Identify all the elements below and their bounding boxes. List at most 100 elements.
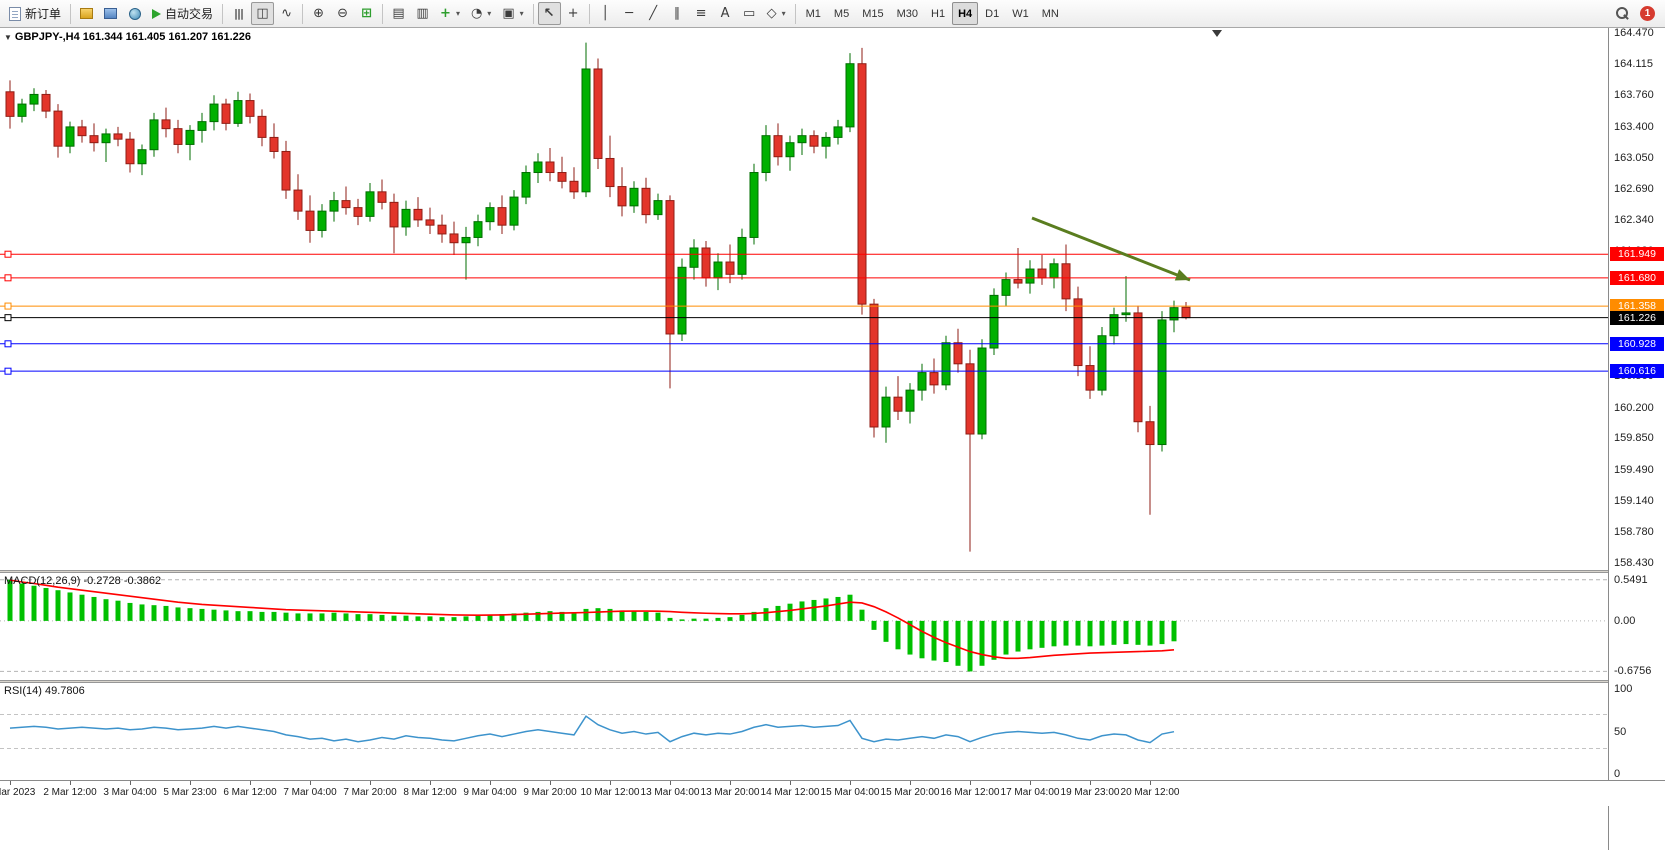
- time-axis-label: 13 Mar 20:00: [700, 787, 760, 798]
- vertical-line-tool-button[interactable]: │: [594, 2, 617, 25]
- toolbar-separator: [302, 3, 304, 24]
- fibonacci-tool-button[interactable]: ≡: [690, 2, 713, 25]
- time-axis-tick: [10, 781, 11, 785]
- line-anchor[interactable]: [4, 250, 12, 258]
- time-axis-label: 15 Mar 20:00: [880, 787, 940, 798]
- price-axis-label: 164.470: [1614, 27, 1654, 39]
- trend-arrow[interactable]: [1031, 216, 1191, 282]
- search-icon: [1615, 6, 1630, 21]
- time-axis-tick: [1030, 781, 1031, 785]
- price-axis-label: 162.690: [1614, 183, 1654, 196]
- time-axis-label: 8 Mar 12:00: [403, 787, 457, 798]
- pane-splitter[interactable]: [0, 680, 1665, 683]
- pane-splitter[interactable]: [0, 570, 1665, 573]
- timeframe-button-W1[interactable]: W1: [1012, 7, 1029, 20]
- new-order-button[interactable]: 新订单: [4, 2, 66, 25]
- line-anchor[interactable]: [4, 340, 12, 348]
- label-tool-button[interactable]: ▭: [738, 2, 761, 25]
- rsi-axis-label: 0: [1614, 768, 1621, 780]
- dropdown-arrow-icon: ▾: [487, 9, 492, 18]
- toolbar-separator: [532, 3, 534, 24]
- price-chart-pane[interactable]: ▼ GBPJPY-,H4 161.344 161.405 161.207 161.…: [0, 28, 1608, 570]
- trendline-tool-button[interactable]: ╱: [642, 2, 665, 25]
- price-axis[interactable]: 161.949 161.680 161.358 161.226 160.928 160.6…: [1608, 27, 1665, 850]
- zoom-in-icon: ⊕: [313, 6, 324, 21]
- timeframe-button-H4[interactable]: H4: [952, 2, 979, 25]
- line-anchor[interactable]: [4, 302, 12, 310]
- toolbar: 新订单 自动交易 ||| ◫ ∿ ⊕ ⊖ ⊞ ▤ ▥ + ▾ ◔ ▾ ▣ ▾ ↖…: [0, 0, 1665, 28]
- chart-window: ▼ GBPJPY-,H4 161.344 161.405 161.207 161.…: [0, 27, 1665, 850]
- chart-shift-marker[interactable]: [1212, 30, 1222, 37]
- rsi-axis-label: 100: [1614, 683, 1633, 695]
- rsi-label: RSI(14) 49.7806: [4, 685, 85, 697]
- cascade-windows-icon: ▤: [392, 6, 405, 21]
- time-axis-label: 9 Mar 20:00: [523, 787, 577, 798]
- macd-pane[interactable]: MACD(12,26,9) -0.2728 -0.3862: [0, 573, 1608, 680]
- channel-icon: ∥: [673, 6, 681, 21]
- price-axis-label: 164.115: [1614, 58, 1653, 71]
- notification-badge[interactable]: 1: [1640, 6, 1655, 21]
- time-axis-label: 14 Mar 12:00: [760, 787, 820, 798]
- line-anchor[interactable]: [4, 367, 12, 375]
- time-axis-label: 15 Mar 04:00: [820, 787, 880, 798]
- market-watch-icon: [104, 8, 118, 19]
- time-axis-label: 6 Mar 12:00: [223, 787, 277, 798]
- line-chart-type-button[interactable]: ∿: [275, 2, 298, 25]
- price-tag: 160.616: [1610, 364, 1664, 379]
- line-anchor[interactable]: [4, 314, 12, 322]
- macd-signal-line: [9, 579, 1175, 660]
- tile-windows-icon: ⊞: [361, 6, 372, 21]
- one-click-trading-toggle-icon[interactable]: ▼: [4, 33, 12, 42]
- channel-tool-button[interactable]: ∥: [666, 2, 689, 25]
- navigator-button[interactable]: [123, 2, 146, 25]
- period-button[interactable]: ◔ ▾: [466, 2, 496, 25]
- time-axis[interactable]: 1 Mar 2023 2 Mar 12:00 3 Mar 04:00 5 Mar 23…: [0, 780, 1665, 806]
- time-axis-label: 20 Mar 12:00: [1120, 787, 1180, 798]
- dropdown-arrow-icon: ▾: [781, 9, 786, 18]
- market-watch-button[interactable]: [99, 2, 122, 25]
- zoom-out-button[interactable]: ⊖: [331, 2, 354, 25]
- autotrade-button[interactable]: 自动交易: [147, 2, 218, 25]
- text-tool-button[interactable]: A: [714, 2, 737, 25]
- timeframe-button-M1[interactable]: M1: [805, 7, 821, 20]
- toolbar-separator: [794, 3, 796, 24]
- stack-windows-button[interactable]: ▥: [411, 2, 434, 25]
- timeframe-button-D1[interactable]: D1: [985, 7, 1000, 20]
- time-axis-tick: [610, 781, 611, 785]
- horizontal-lines[interactable]: [0, 250, 1608, 375]
- snapshot-button[interactable]: ▣ ▾: [497, 2, 528, 25]
- horizontal-line-tool-button[interactable]: ─: [618, 2, 641, 25]
- macd-chart[interactable]: [0, 573, 1608, 680]
- price-tag: 160.928: [1610, 336, 1664, 351]
- shapes-tool-button[interactable]: ◇ ▾: [762, 2, 791, 25]
- bar-chart-type-button[interactable]: |||: [227, 2, 250, 25]
- zoom-in-button[interactable]: ⊕: [307, 2, 330, 25]
- cascade-windows-button[interactable]: ▤: [387, 2, 410, 25]
- crosshair-tool-button[interactable]: +: [562, 2, 585, 25]
- trendline-icon: ╱: [649, 6, 658, 21]
- candlestick-chart-type-button[interactable]: ◫: [251, 2, 275, 25]
- timeframe-button-MN[interactable]: MN: [1041, 7, 1059, 20]
- timeframe-button-M15[interactable]: M15: [862, 7, 884, 20]
- timeframe-button-H1[interactable]: H1: [931, 7, 946, 20]
- cursor-icon: ↖: [543, 6, 555, 21]
- price-tag: 161.680: [1610, 270, 1664, 285]
- time-axis-label: 10 Mar 12:00: [580, 787, 640, 798]
- search-button[interactable]: [1610, 2, 1635, 25]
- chart-title-text: GBPJPY-,H4 161.344 161.405 161.207 161.2…: [14, 31, 251, 43]
- vertical-line-icon: │: [601, 6, 610, 21]
- macd-axis-label: 0.00: [1614, 614, 1636, 627]
- macd-label: MACD(12,26,9) -0.2728 -0.3862: [4, 575, 162, 587]
- cursor-tool-button[interactable]: ↖: [537, 2, 561, 25]
- profiles-icon: [80, 8, 94, 19]
- rsi-chart[interactable]: [0, 683, 1608, 780]
- new-chart-button[interactable]: + ▾: [435, 2, 465, 25]
- rsi-pane[interactable]: RSI(14) 49.7806: [0, 683, 1608, 780]
- tile-windows-button[interactable]: ⊞: [355, 2, 378, 25]
- time-axis-tick: [790, 781, 791, 785]
- candlestick-chart[interactable]: [0, 28, 1608, 570]
- line-anchor[interactable]: [4, 274, 12, 282]
- timeframe-button-M5[interactable]: M5: [833, 7, 850, 20]
- timeframe-button-M30[interactable]: M30: [896, 7, 919, 20]
- profiles-button[interactable]: [75, 2, 98, 25]
